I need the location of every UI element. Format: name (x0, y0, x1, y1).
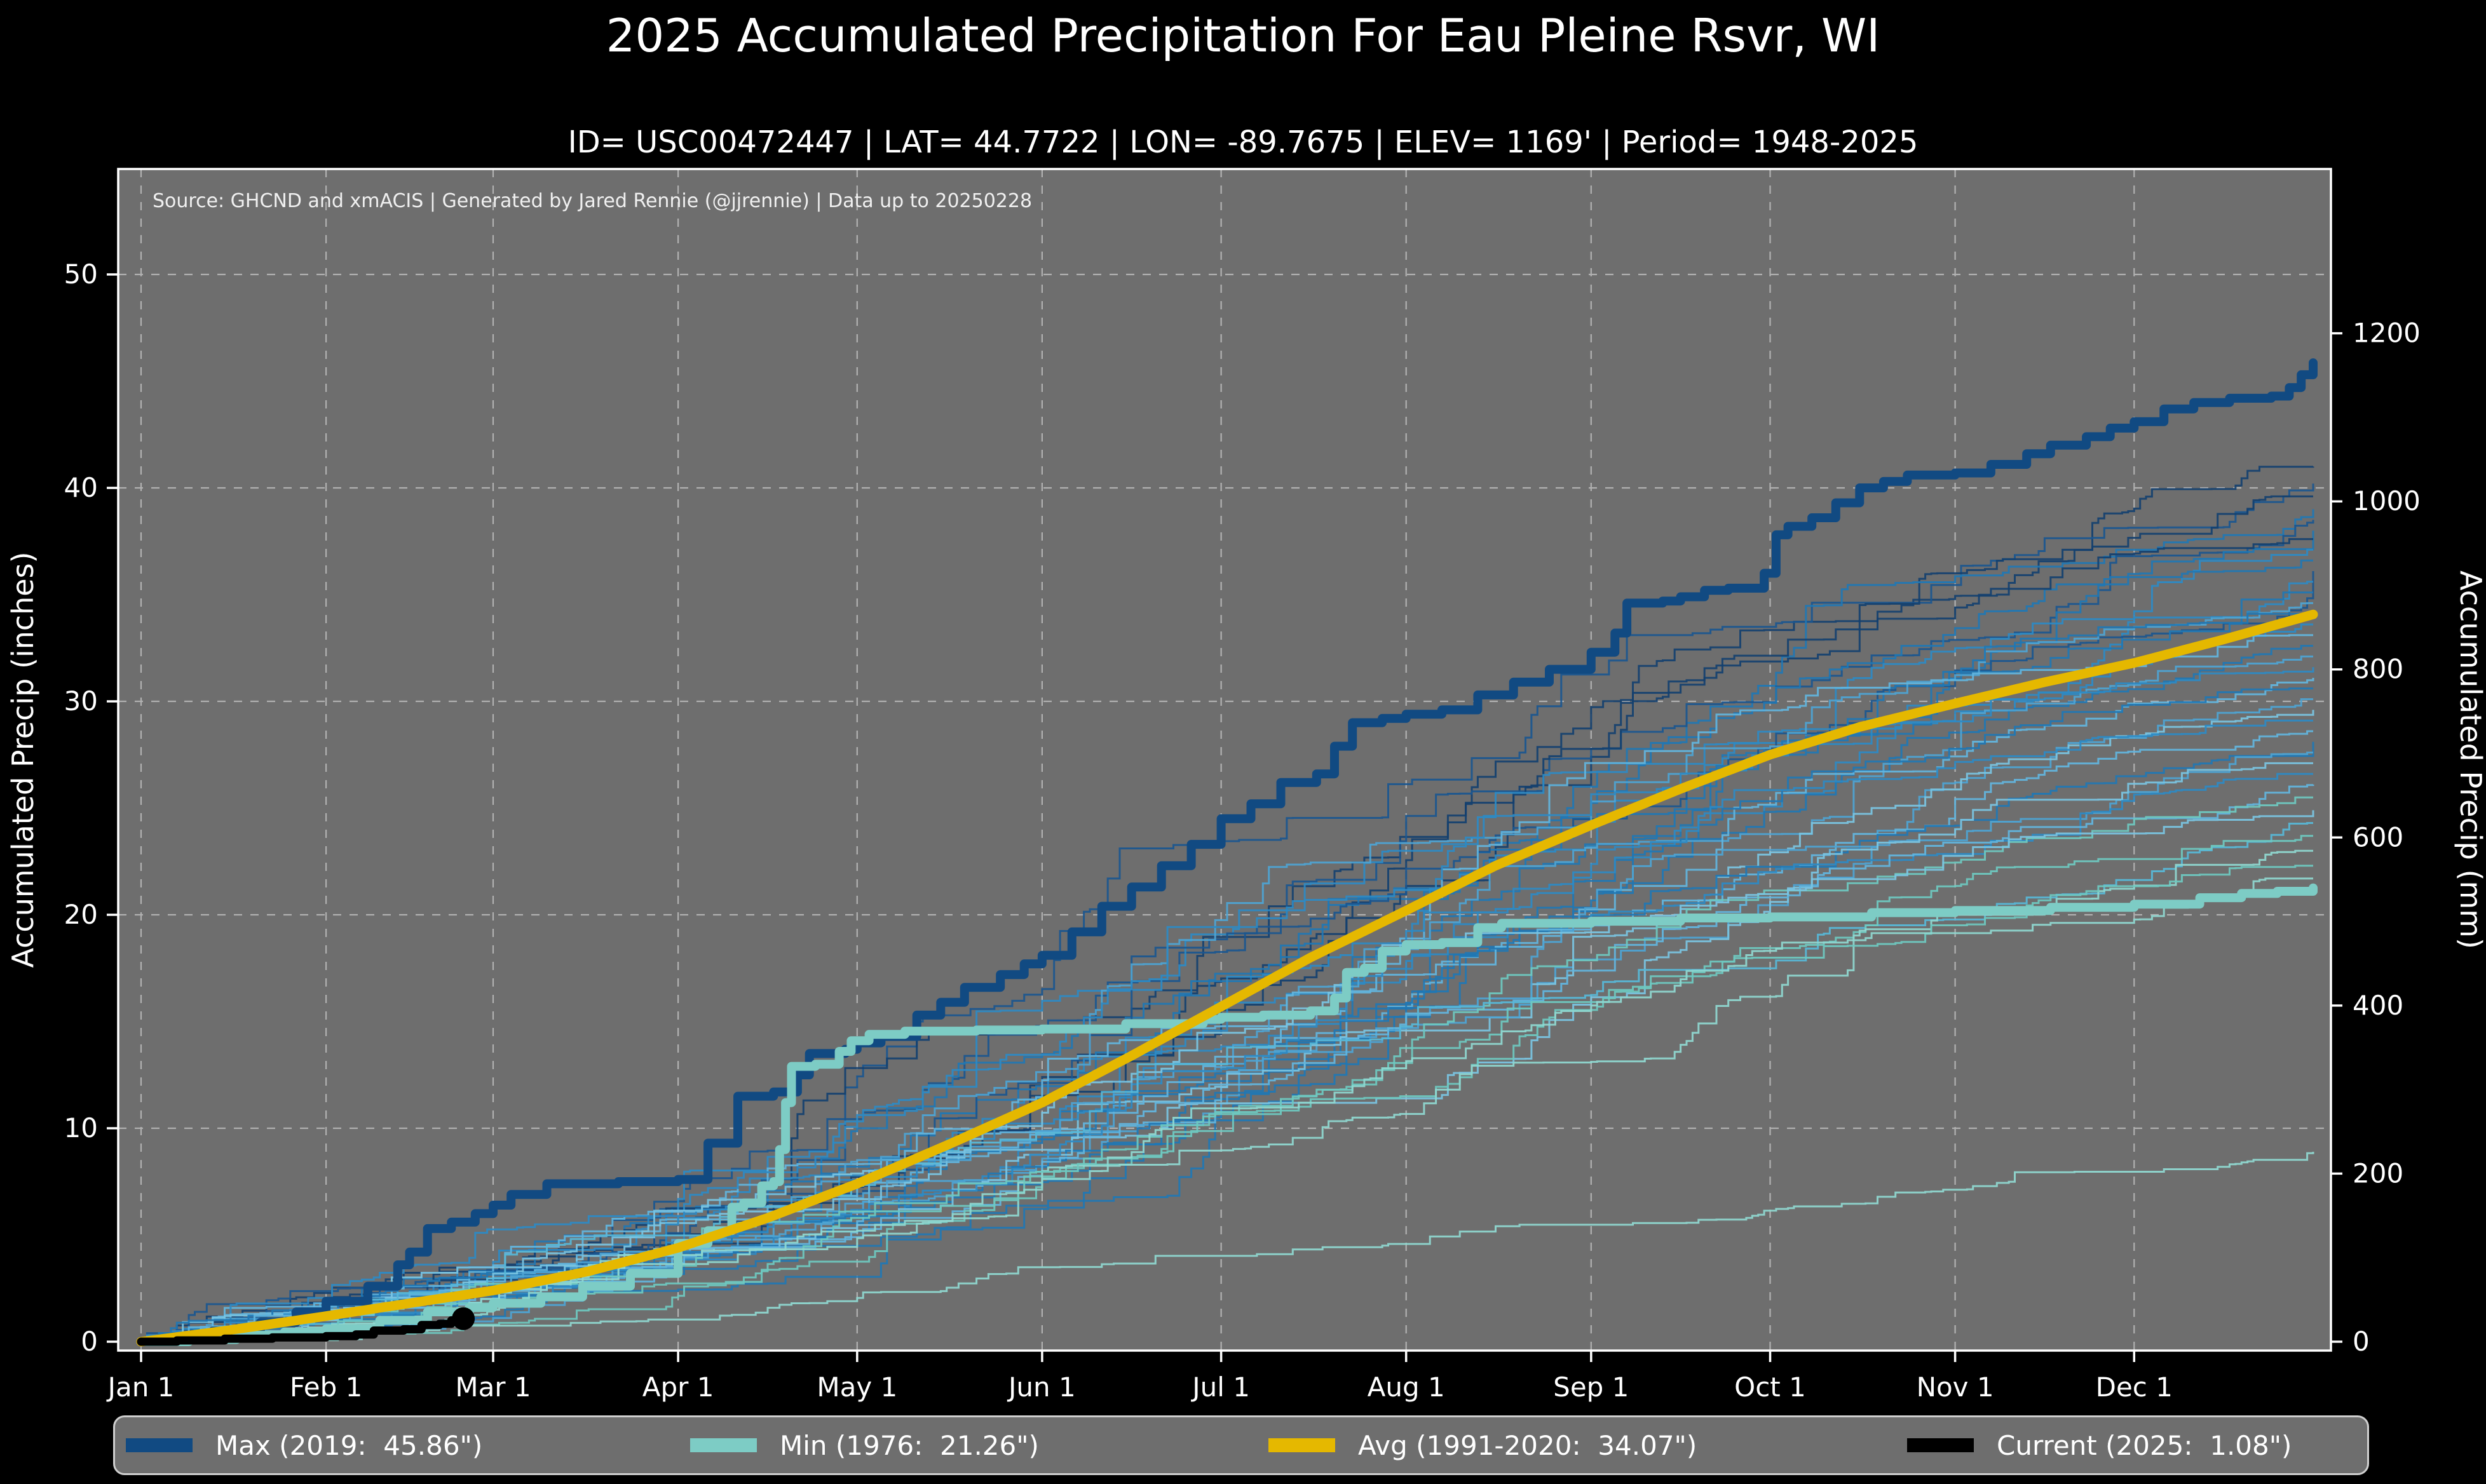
x-tick-label: Oct 1 (1734, 1372, 1806, 1403)
axis-ticks-and-labels: 0 10 20 30 40 50 0 200 400 600 800 1000 1200 Jan 1 Feb… (64, 259, 2421, 1403)
year-trace (141, 667, 2314, 1343)
legend-item-avg: Avg (1991-2020: 34.07") (1268, 1417, 1697, 1473)
right-tick-label: 1000 (2353, 485, 2421, 516)
right-tick-label: 400 (2353, 990, 2403, 1021)
left-tick-label: 50 (64, 259, 98, 290)
x-tick-label: Jun 1 (1007, 1372, 1076, 1403)
x-tick-label: Mar 1 (455, 1372, 531, 1403)
right-tick-label: 1200 (2353, 318, 2421, 349)
right-axis-title: Accumulated Precip (mm) (2454, 570, 2486, 949)
min-line-swatch (690, 1438, 757, 1452)
current-endpoint-marker (452, 1307, 475, 1330)
chart-title: 2025 Accumulated Precipitation For Eau P… (606, 9, 1880, 62)
main-series-lines (136, 358, 2318, 1347)
left-tick-label: 0 (81, 1326, 98, 1357)
max-line-swatch (126, 1438, 193, 1452)
series-line-current (137, 1314, 468, 1346)
x-tick-label: Jan 1 (106, 1372, 175, 1403)
left-axis-title: Accumulated Precip (inches) (6, 551, 40, 968)
x-tick-label: Nov 1 (1917, 1372, 1994, 1403)
legend-label-min: Min (1976: 21.26") (780, 1429, 1039, 1461)
gridlines (118, 169, 2331, 1351)
left-tick-label: 10 (64, 1112, 98, 1143)
left-tick-label: 30 (64, 685, 98, 717)
legend-label-max: Max (2019: 45.86") (215, 1429, 483, 1461)
right-tick-label: 600 (2353, 821, 2403, 853)
left-tick-label: 40 (64, 472, 98, 503)
x-tick-label: Apr 1 (642, 1372, 714, 1403)
chart-subtitle: ID= USC00472447 | LAT= 44.7722 | LON= -8… (567, 125, 1919, 160)
x-tick-label: May 1 (817, 1372, 897, 1403)
left-tick-label: 20 (64, 899, 98, 930)
year-trace (141, 865, 2313, 1343)
right-tick-label: 200 (2353, 1157, 2403, 1189)
legend-item-current: Current (2025: 1.08") (1907, 1417, 2292, 1473)
source-note: Source: GHCND and xmACIS | Generated by … (153, 190, 1032, 212)
right-tick-label: 800 (2353, 654, 2403, 685)
series-line-max (137, 358, 2318, 1346)
legend-label-avg: Avg (1991-2020: 34.07") (1358, 1429, 1697, 1461)
legend-item-min: Min (1976: 21.26") (690, 1417, 1039, 1473)
legend: Max (2019: 45.86") Min (1976: 21.26") Av… (113, 1415, 2369, 1475)
legend-item-max: Max (2019: 45.86") (126, 1417, 482, 1473)
year-trace (141, 710, 2314, 1343)
x-tick-label: Jul 1 (1190, 1372, 1250, 1403)
x-tick-label: Sep 1 (1553, 1372, 1629, 1403)
year-trace (141, 1152, 2314, 1343)
x-tick-label: Aug 1 (1368, 1372, 1445, 1403)
year-trace (141, 730, 2313, 1343)
plot-background (118, 169, 2331, 1351)
year-trace (141, 741, 2314, 1343)
legend-label-current: Current (2025: 1.08") (1997, 1429, 2292, 1461)
plot-border (117, 168, 2332, 1352)
avg-line-swatch (1268, 1438, 1335, 1452)
ensemble-year-lines (141, 466, 2314, 1343)
x-tick-label: Feb 1 (290, 1372, 362, 1403)
series-line-avg (136, 609, 2318, 1347)
x-tick-label: Dec 1 (2096, 1372, 2173, 1403)
series-line-min (137, 883, 2318, 1346)
current-line-swatch (1907, 1438, 1974, 1452)
right-tick-label: 0 (2353, 1326, 2370, 1357)
